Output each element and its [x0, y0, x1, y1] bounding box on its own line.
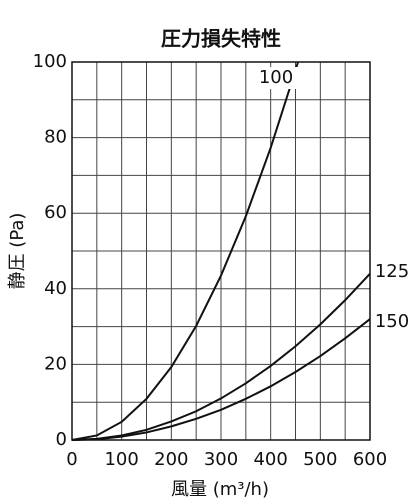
x-tick-label: 400 [253, 449, 287, 470]
series-label: 150 [375, 311, 409, 332]
y-tick-label: 100 [33, 51, 67, 72]
curve [71, 272, 371, 441]
x-tick-label: 600 [353, 449, 387, 470]
y-tick-label: 40 [44, 278, 67, 299]
curve [71, 61, 299, 441]
curve [71, 318, 371, 441]
x-tick-label: 500 [303, 449, 337, 470]
y-axis-label: 静圧 (Pa) [7, 213, 28, 290]
grid [71, 61, 371, 441]
series-labels: 100 125 150 [252, 67, 409, 332]
plot-frame [71, 61, 371, 441]
x-tick-label: 0 [66, 449, 77, 470]
x-tick-label: 100 [104, 449, 138, 470]
y-tick-label: 0 [56, 429, 67, 450]
y-tick-label: 20 [44, 353, 67, 374]
series-label: 100 [259, 67, 293, 88]
x-tick-label: 200 [154, 449, 188, 470]
curves [71, 61, 371, 441]
label-background [252, 67, 300, 89]
chart-title: 圧力損失特性 [161, 27, 281, 51]
y-tick-label: 60 [44, 202, 67, 223]
x-axis-label: 風量 (m³/h) [171, 479, 269, 500]
series-label: 125 [375, 261, 409, 282]
y-tick-label: 80 [44, 127, 67, 148]
x-tick-label: 300 [204, 449, 238, 470]
